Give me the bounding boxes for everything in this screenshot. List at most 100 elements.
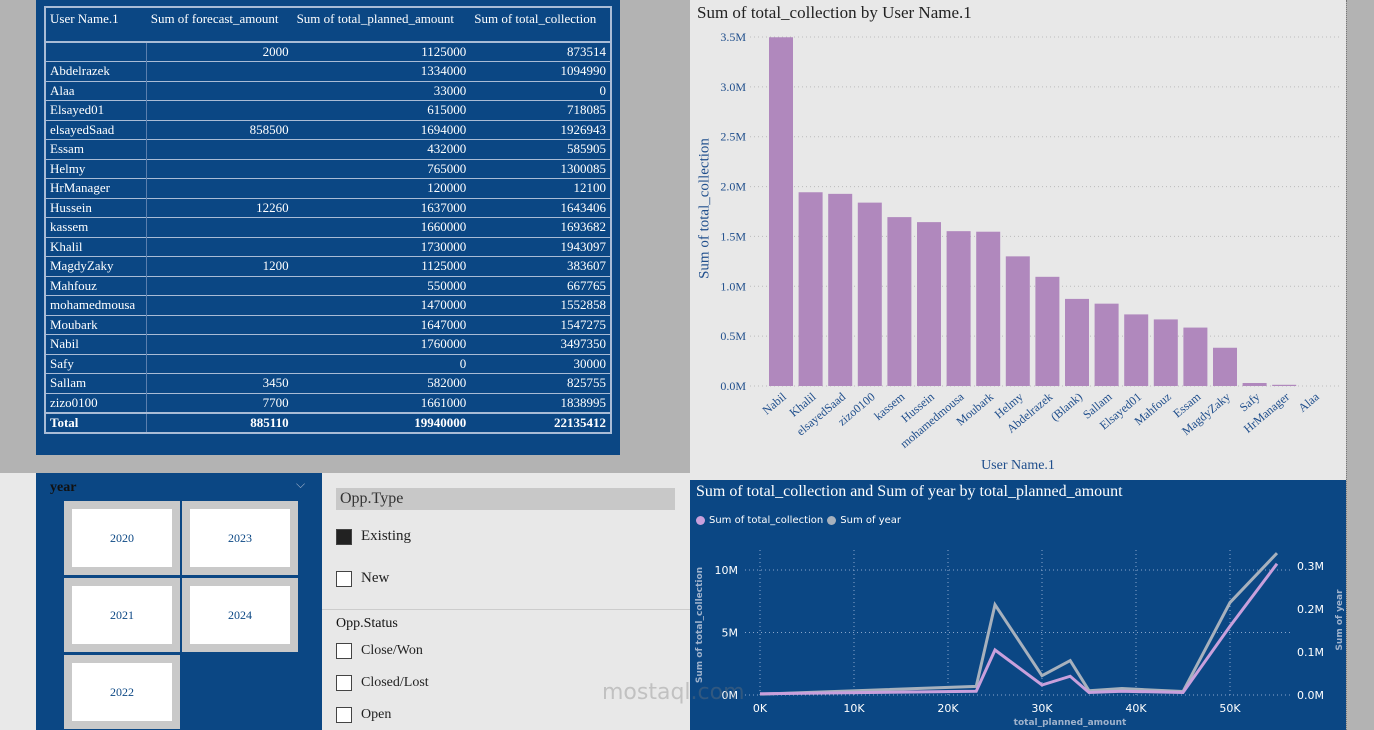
table-cell: 1660000 — [292, 217, 471, 237]
year-tile-2024[interactable]: 2024 — [182, 578, 298, 652]
line-chart-plot: 0K 10K 20K 30K 40K 50K 0M 5M 10M 0.0M 0.1M 0.2M 0.3M — [715, 550, 1324, 715]
table-cell: 0 — [292, 353, 471, 374]
table-cell: kassem — [45, 217, 148, 237]
table-cell: 1552858 — [470, 295, 611, 315]
table-cell: 432000 — [292, 139, 471, 159]
table-cell: 1200 — [146, 256, 293, 276]
summary-table: User Name.1 Sum of forecast_amount Sum of … — [44, 6, 612, 434]
line-x-axis-label: total_planned_amount — [1013, 718, 1127, 728]
table-cell: Essam — [45, 139, 148, 159]
table-cell: mohamedmousa — [45, 295, 148, 315]
table-row[interactable]: Alaa 33000 0 — [45, 80, 611, 101]
column-header[interactable]: Sum of total_collection — [474, 11, 597, 26]
column-header[interactable]: User Name.1 — [50, 11, 119, 26]
y-tick-label: 5M — [722, 627, 739, 640]
y-tick-label: 0.5M — [720, 329, 746, 343]
table-cell — [146, 158, 293, 179]
table-cell: Hussein — [45, 197, 148, 218]
bar-Sallam — [1094, 303, 1119, 386]
checkbox[interactable] — [336, 570, 352, 587]
year-tile-2020[interactable]: 2020 — [64, 501, 180, 575]
option-label: Existing — [361, 528, 412, 544]
table-cell: Helmy — [45, 158, 148, 179]
table-cell: 33000 — [292, 80, 471, 101]
x-tick-label: 20K — [937, 702, 959, 715]
table-row[interactable]: Sallam 3450 582000 825755 — [45, 373, 611, 393]
table-row[interactable]: Khalil 1730000 1943097 — [45, 236, 611, 257]
total-cell: 885110 — [146, 411, 293, 434]
checkbox-checked[interactable] — [336, 528, 352, 545]
table-cell: 1094990 — [470, 61, 611, 81]
table-row[interactable]: Safy 0 30000 — [45, 353, 611, 374]
opp-status-title: Opp.Status — [336, 616, 398, 631]
table-row[interactable]: Nabil 1760000 3497350 — [45, 334, 611, 354]
bar-kassem — [887, 217, 912, 386]
table-cell: 1693682 — [470, 217, 611, 237]
year-label: 2021 — [72, 586, 172, 644]
table-row[interactable]: zizo0100 7700 1661000 1838995 — [45, 392, 611, 413]
total-cell: Total — [45, 411, 148, 434]
legend-dot-year — [827, 516, 837, 525]
bar-Essam — [1183, 327, 1208, 386]
y-tick-label: 0M — [722, 689, 739, 702]
opp-status-open[interactable]: Open — [336, 707, 391, 723]
divider — [322, 609, 690, 610]
table-cell: 1943097 — [470, 236, 611, 257]
table-cell: Moubark — [45, 314, 148, 335]
opp-status-closed-lost[interactable]: Closed/Lost — [336, 675, 429, 691]
y-tick-label: 2.5M — [720, 130, 746, 144]
table-cell: 1647000 — [292, 314, 471, 335]
year-tile-2023[interactable]: 2023 — [182, 501, 298, 575]
table-cell — [146, 275, 293, 296]
table-cell: Elsayed01 — [45, 100, 148, 120]
opp-type-existing[interactable]: Existing — [336, 528, 411, 545]
table-cell: 12260 — [146, 197, 293, 218]
year-tile-2022[interactable]: 2022 — [64, 655, 180, 729]
legend-collection[interactable]: Sum of total_collection — [709, 515, 824, 526]
legend-year[interactable]: Sum of year — [840, 515, 902, 526]
x-tick-label: 0K — [753, 702, 768, 715]
table-row[interactable]: Mahfouz 550000 667765 — [45, 275, 611, 296]
y2-tick-label: 0.3M — [1297, 560, 1324, 573]
table-row[interactable]: Abdelrazek 1334000 1094990 — [45, 61, 611, 81]
table-cell: 0 — [470, 80, 611, 101]
table-row[interactable]: Moubark 1647000 1547275 — [45, 314, 611, 335]
bar-Helmy — [1005, 256, 1030, 386]
table-row[interactable]: mohamedmousa 1470000 1552858 — [45, 295, 611, 315]
table-cell: 1125000 — [292, 256, 471, 276]
chevron-down-icon[interactable]: ⌵ — [296, 477, 306, 491]
column-header[interactable]: Sum of forecast_amount — [150, 11, 279, 26]
bar-(Blank) — [1065, 298, 1089, 386]
y2-tick-label: 0.1M — [1297, 646, 1324, 659]
opp-status-close-won[interactable]: Close/Won — [336, 643, 423, 659]
checkbox[interactable] — [336, 643, 352, 659]
scrollbar-area[interactable] — [1346, 0, 1374, 730]
table-row[interactable]: Hussein 12260 1637000 1643406 — [45, 197, 611, 218]
table-cell: elsayedSaad — [45, 119, 148, 140]
year-label: 2023 — [190, 509, 290, 567]
table-row[interactable]: elsayedSaad 858500 1694000 1926943 — [45, 119, 611, 140]
column-header[interactable]: Sum of total_planned_amount — [296, 11, 454, 26]
table-row[interactable]: Helmy 765000 1300085 — [45, 158, 611, 179]
bar-Hussein — [917, 222, 941, 386]
checkbox[interactable] — [336, 707, 352, 723]
table-row[interactable]: kassem 1660000 1693682 — [45, 217, 611, 237]
bar-MagdyZaky — [1213, 347, 1237, 386]
table-row[interactable]: 2000 1125000 873514 — [45, 41, 611, 62]
x-tick-label: 50K — [1219, 702, 1241, 715]
checkbox[interactable] — [336, 675, 352, 691]
opp-type-new[interactable]: New — [336, 570, 389, 587]
year-tile-2021[interactable]: 2021 — [64, 578, 180, 652]
table-cell — [146, 139, 293, 159]
table-row[interactable]: HrManager 120000 12100 — [45, 178, 611, 198]
table-row[interactable]: Essam 432000 585905 — [45, 139, 611, 159]
table-cell: 1760000 — [292, 334, 471, 354]
table-cell: 585905 — [470, 139, 611, 159]
table-cell: 383607 — [470, 256, 611, 276]
table-row[interactable]: MagdyZaky 1200 1125000 383607 — [45, 256, 611, 276]
y-tick-label: 3.0M — [720, 80, 746, 94]
line-sum-of-year — [759, 552, 1279, 696]
table-cell: 582000 — [292, 373, 471, 393]
table-row[interactable]: Elsayed01 615000 718085 — [45, 100, 611, 120]
y-tick-label: 2.0M — [720, 180, 746, 194]
